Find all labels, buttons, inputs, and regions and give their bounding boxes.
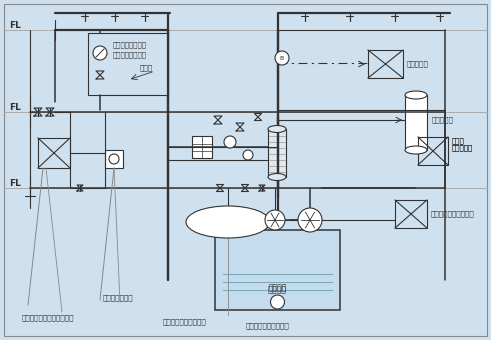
Circle shape [265, 210, 285, 230]
Text: エアーコンプレッサー: エアーコンプレッサー [163, 319, 207, 325]
Text: エアーチャッキ弁: エアーチャッキ弁 [113, 51, 147, 57]
Bar [215, 230, 340, 310]
Ellipse shape [405, 91, 427, 99]
Text: ポンプ
自動起動盤: ポンプ 自動起動盤 [452, 137, 473, 151]
Circle shape [224, 136, 236, 148]
Ellipse shape [268, 173, 286, 181]
Text: 圧力空気槽: 圧力空気槽 [432, 117, 454, 123]
Bar [418, 137, 448, 165]
Bar [268, 129, 286, 177]
Text: FL: FL [9, 21, 21, 31]
Bar [368, 50, 403, 78]
Text: 消火水槽: 消火水槽 [268, 284, 287, 292]
Text: 火災表示盤: 火災表示盤 [407, 61, 429, 67]
Circle shape [109, 154, 119, 164]
Ellipse shape [186, 206, 270, 238]
Text: FL: FL [9, 103, 21, 113]
Text: ポンプ
自動起動盤: ポンプ 自動起動盤 [452, 137, 473, 151]
Circle shape [243, 150, 253, 160]
Bar [38, 138, 70, 168]
Text: コンプレッサー自動起動盤: コンプレッサー自動起動盤 [22, 315, 74, 321]
Circle shape [298, 208, 322, 232]
Bar [105, 150, 123, 168]
Text: 呼水槽: 呼水槽 [140, 65, 153, 71]
Text: B: B [280, 55, 284, 61]
Bar [192, 136, 212, 158]
Text: 乾式流水検知装置: 乾式流水検知装置 [113, 41, 147, 48]
Text: FL: FL [9, 180, 21, 188]
Circle shape [271, 295, 284, 309]
Bar [395, 200, 427, 228]
Text: 消火水槽: 消火水槽 [268, 286, 287, 294]
Text: スプリンクラーポンプ: スプリンクラーポンプ [431, 211, 475, 217]
Bar [405, 95, 427, 150]
Ellipse shape [268, 125, 286, 133]
Bar [88, 33, 168, 95]
Circle shape [93, 46, 107, 60]
Text: 空気圧力調整器: 空気圧力調整器 [103, 295, 134, 301]
Circle shape [275, 51, 289, 65]
Ellipse shape [405, 146, 427, 154]
Text: エアーコンプレッサー: エアーコンプレッサー [246, 323, 289, 329]
